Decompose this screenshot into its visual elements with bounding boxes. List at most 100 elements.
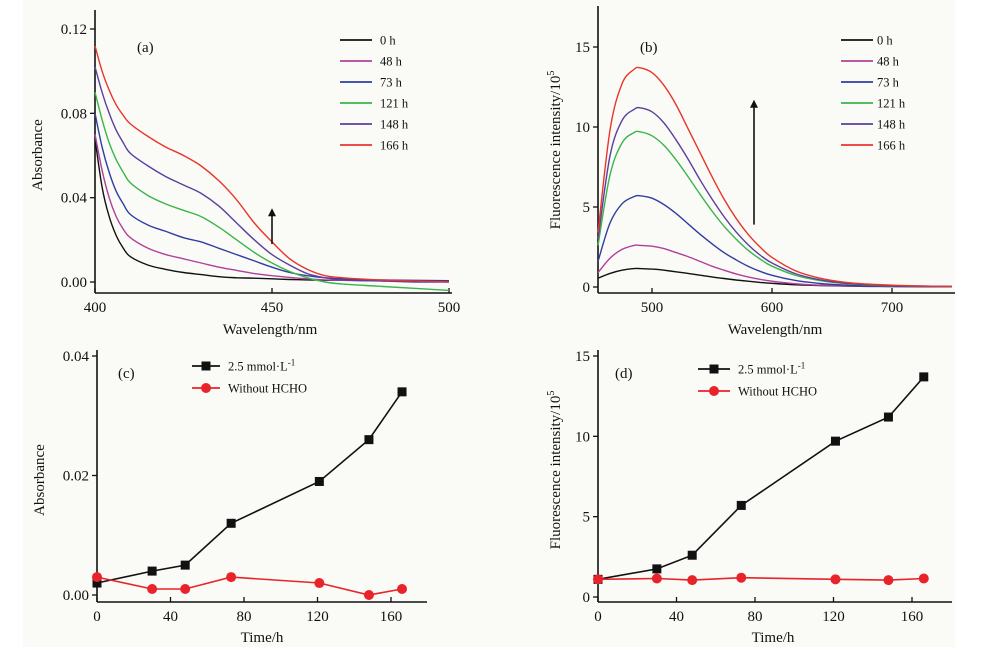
data-point-square bbox=[226, 518, 236, 528]
legend-item: 0 h bbox=[340, 34, 396, 48]
data-point-circle bbox=[918, 573, 929, 584]
legend-item: 48 h bbox=[841, 55, 900, 69]
panel-b: 0 5 10 15 500 600 700 Wavelength/nm Fluorescence… bbox=[546, 6, 955, 338]
x-tick-label: 80 bbox=[237, 609, 252, 625]
legend-label: 121 h bbox=[877, 97, 906, 111]
legend-item: 2.5 mmol·L-1 bbox=[698, 361, 805, 377]
legend-item: Without HCHO bbox=[698, 385, 817, 399]
data-point-square bbox=[147, 566, 157, 576]
x-axis-label: Wavelength/nm bbox=[728, 322, 823, 338]
data-point-circle bbox=[92, 572, 102, 583]
legend: 2.5 mmol·L-1 Without HCHO bbox=[698, 361, 817, 399]
data-point-square bbox=[92, 578, 102, 588]
legend-item: 73 h bbox=[841, 76, 900, 90]
x-tick-label: 120 bbox=[822, 609, 845, 625]
legend-label-text: 48 h bbox=[380, 55, 403, 69]
data-point-square bbox=[364, 435, 374, 445]
x-tick-label: 40 bbox=[669, 609, 684, 625]
y-tick-label: 10 bbox=[575, 429, 590, 445]
legend-label: Without HCHO bbox=[738, 385, 817, 399]
legend-label: 121 h bbox=[380, 97, 409, 111]
legend-marker-square bbox=[201, 361, 211, 371]
y-tick-label: 0.00 bbox=[61, 275, 87, 291]
series-line-0 bbox=[597, 376, 925, 581]
legend-label: 166 h bbox=[877, 139, 906, 153]
y-tick-label: 0 bbox=[583, 280, 591, 296]
legend-label-text: 0 h bbox=[877, 34, 893, 48]
panel-label: (d) bbox=[615, 366, 633, 382]
legend-item: 0 h bbox=[841, 34, 893, 48]
legend-label: Without HCHO bbox=[228, 382, 307, 396]
y-tick-label: 0.12 bbox=[61, 22, 87, 38]
legend-label: 48 h bbox=[877, 55, 900, 69]
legend-item: 148 h bbox=[841, 118, 906, 132]
x-tick-label: 500 bbox=[641, 300, 664, 316]
y-tick-label: 10 bbox=[575, 120, 590, 136]
data-point-square bbox=[652, 564, 662, 574]
y-axis-label-text: Absorbance bbox=[30, 119, 46, 191]
y-tick-label: 0.04 bbox=[63, 349, 90, 365]
legend-label: 73 h bbox=[877, 76, 900, 90]
data-point-circle bbox=[593, 574, 603, 585]
legend-label: 73 h bbox=[380, 76, 403, 90]
legend-label: 166 h bbox=[380, 139, 409, 153]
series-line-3 bbox=[94, 92, 450, 292]
legend-marker-circle bbox=[201, 383, 211, 393]
series-line-3 bbox=[597, 130, 953, 288]
y-axis-label-text: Fluorescence intensity/10 bbox=[548, 76, 564, 230]
legend-label: 0 h bbox=[877, 34, 893, 48]
y-tick-label: 0.08 bbox=[61, 106, 87, 122]
arrow-head-icon bbox=[268, 208, 276, 217]
x-tick-label: 0 bbox=[93, 609, 101, 625]
x-axis-label: Time/h bbox=[752, 630, 795, 646]
legend-label: 148 h bbox=[380, 118, 409, 132]
y-tick-label: 0.04 bbox=[61, 191, 88, 207]
y-axis-label-text: Fluorescence intensity/10 bbox=[548, 396, 564, 550]
legend-label-text: 73 h bbox=[380, 76, 403, 90]
data-point-circle bbox=[314, 578, 325, 589]
series-line-1 bbox=[597, 576, 924, 581]
legend-item: 166 h bbox=[841, 139, 906, 153]
y-tick-label: 0 bbox=[583, 590, 591, 606]
x-tick-label: 160 bbox=[901, 609, 924, 625]
x-axis-label: Time/h bbox=[241, 630, 284, 646]
data-point-square bbox=[687, 550, 697, 560]
figure-background bbox=[23, 0, 955, 647]
legend-item: 121 h bbox=[841, 97, 906, 111]
legend-label-text: 2.5 mmol·L bbox=[738, 363, 798, 377]
x-tick-label: 600 bbox=[761, 300, 784, 316]
data-point-circle bbox=[397, 584, 408, 595]
data-point-circle bbox=[226, 572, 237, 583]
y-tick-label: 0.02 bbox=[63, 469, 89, 485]
y-tick-label: 15 bbox=[575, 349, 590, 365]
legend-item: Without HCHO bbox=[192, 382, 307, 396]
panel-c: 0.00 0.02 0.04 0 40 80 120 160 Time/h Absorbance (… bbox=[32, 349, 427, 646]
y-axis-label-superscript: 5 bbox=[546, 71, 557, 76]
data-point-square bbox=[736, 500, 746, 510]
legend-label-text: 73 h bbox=[877, 76, 900, 90]
series-line-0 bbox=[96, 391, 403, 584]
legend: 2.5 mmol·L-1 Without HCHO bbox=[192, 358, 307, 396]
x-axis-label: Wavelength/nm bbox=[223, 322, 318, 338]
legend-item: 148 h bbox=[340, 118, 409, 132]
legend-item: 121 h bbox=[340, 97, 409, 111]
x-tick-label: 0 bbox=[594, 609, 602, 625]
legend-item: 166 h bbox=[340, 139, 409, 153]
series-line-0 bbox=[597, 267, 953, 288]
series-line-1 bbox=[96, 576, 403, 596]
y-axis-label: Absorbance bbox=[30, 119, 46, 191]
data-point-circle bbox=[687, 575, 698, 586]
series-line-2 bbox=[94, 113, 450, 282]
legend-label: 48 h bbox=[380, 55, 403, 69]
panel-label: (a) bbox=[137, 40, 154, 56]
legend-label-text: 166 h bbox=[380, 139, 409, 153]
y-tick-label: 5 bbox=[583, 200, 591, 216]
legend-item: 73 h bbox=[340, 76, 403, 90]
data-point-circle bbox=[363, 590, 374, 600]
y-axis-label: Fluorescence intensity/105 bbox=[546, 391, 564, 550]
legend-label-text: 148 h bbox=[877, 118, 906, 132]
legend: 0 h 48 h 73 h 121 h 148 h 166 h bbox=[340, 34, 409, 153]
data-point-circle bbox=[180, 584, 191, 595]
legend-item: 48 h bbox=[340, 55, 403, 69]
